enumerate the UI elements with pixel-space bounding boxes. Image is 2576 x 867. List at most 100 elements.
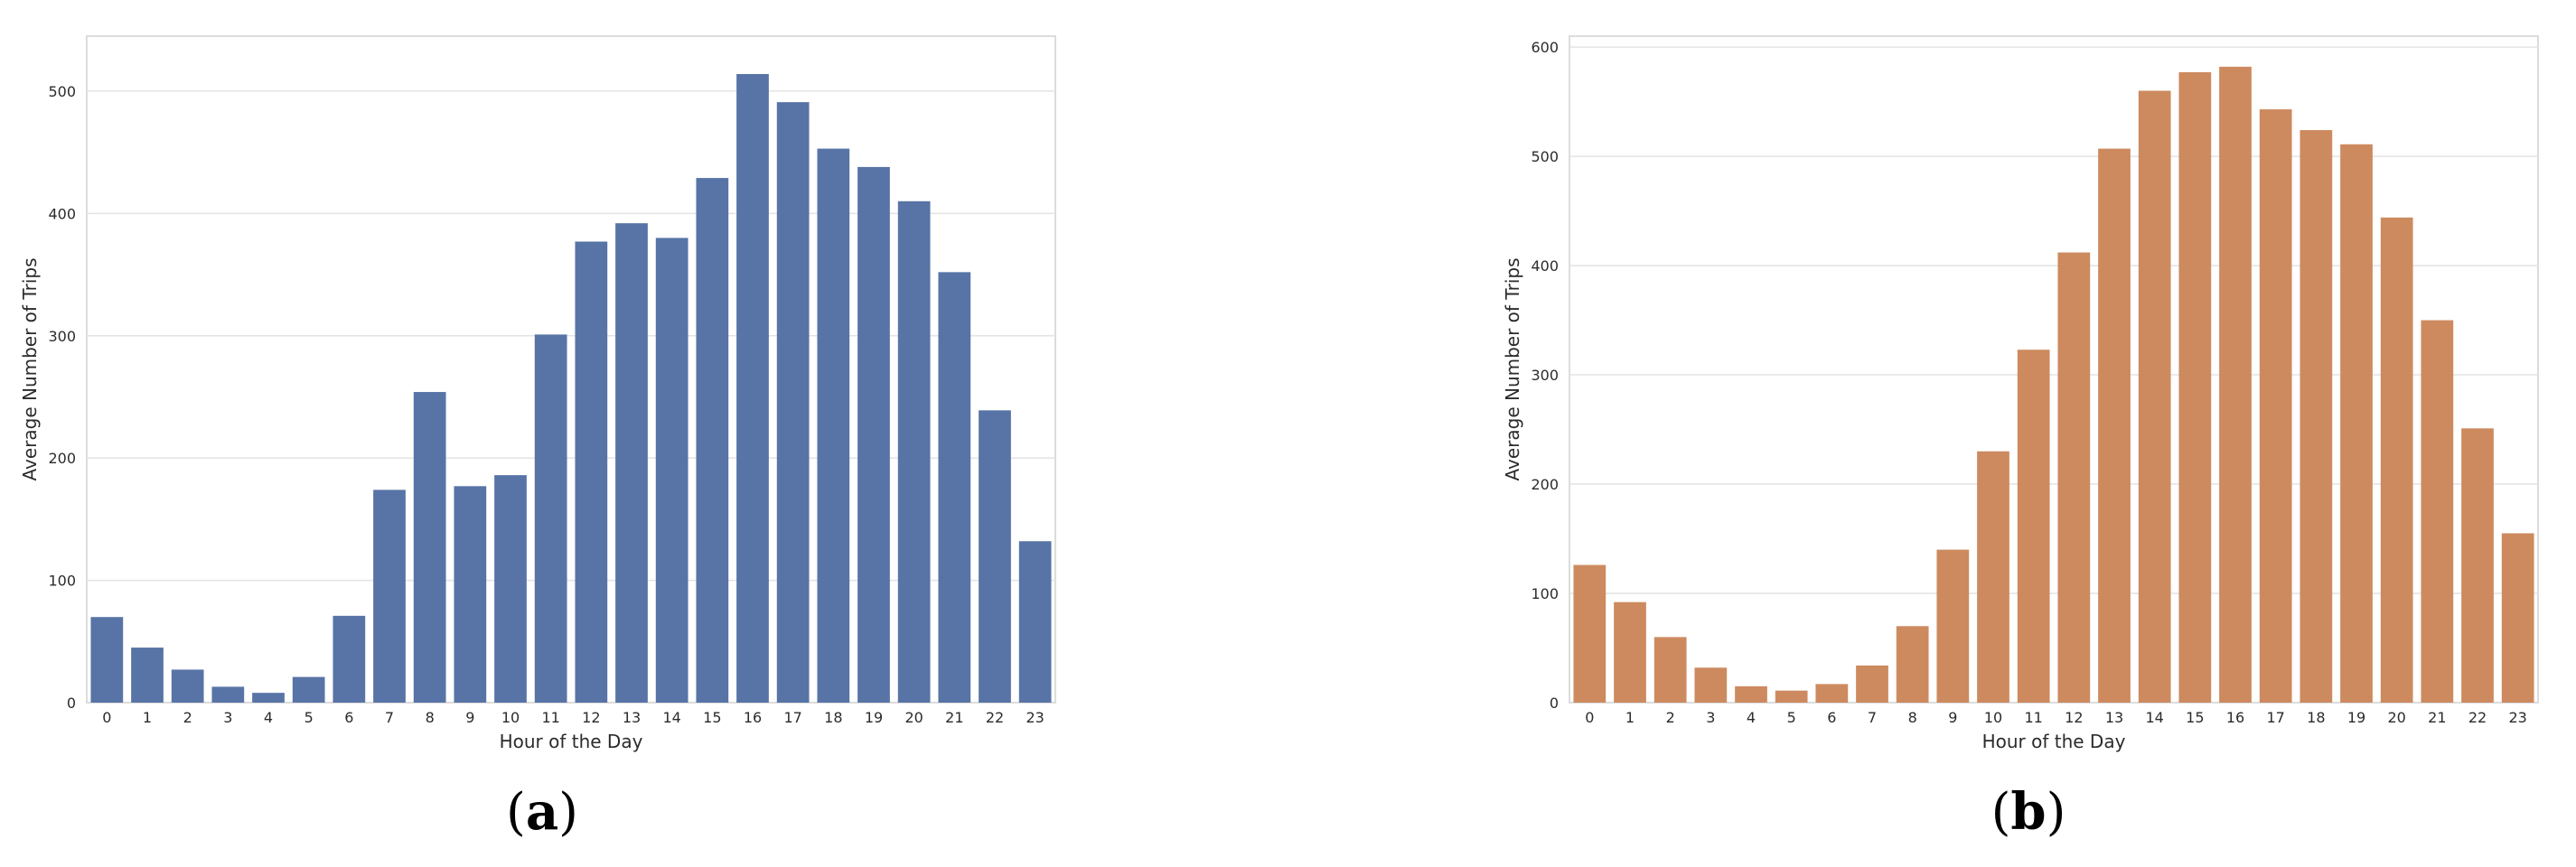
bar-a-6 bbox=[333, 615, 366, 703]
y-axis-label-a: Average Number of Trips bbox=[19, 258, 41, 481]
x-tick-b-12: 12 bbox=[2065, 709, 2083, 726]
y-tick-b-300: 300 bbox=[1531, 367, 1559, 384]
x-tick-b-21: 21 bbox=[2428, 709, 2446, 726]
x-tick-b-23: 23 bbox=[2508, 709, 2526, 726]
x-tick-a-14: 14 bbox=[662, 709, 680, 726]
x-tick-a-22: 22 bbox=[986, 709, 1004, 726]
y-tick-b-600: 600 bbox=[1531, 39, 1559, 56]
bar-a-11 bbox=[534, 334, 567, 703]
bar-b-13 bbox=[2098, 148, 2131, 704]
x-tick-a-15: 15 bbox=[703, 709, 721, 726]
x-tick-a-8: 8 bbox=[426, 709, 435, 726]
x-tick-a-11: 11 bbox=[541, 709, 559, 726]
x-tick-a-18: 18 bbox=[824, 709, 842, 726]
bar-a-8 bbox=[413, 392, 446, 703]
y-ticks-a: 0 100 200 300 400 500 bbox=[48, 83, 76, 712]
bar-a-18 bbox=[817, 148, 850, 703]
bar-a-9 bbox=[454, 486, 487, 703]
x-tick-b-2: 2 bbox=[1666, 709, 1675, 726]
x-tick-a-9: 9 bbox=[465, 709, 474, 726]
bar-a-5 bbox=[292, 676, 325, 703]
panel-caption-a: (a) bbox=[506, 782, 578, 842]
bar-b-10 bbox=[1977, 451, 2009, 703]
bars-a bbox=[90, 73, 1052, 704]
bar-b-22 bbox=[2461, 428, 2494, 703]
bar-b-6 bbox=[1815, 684, 1849, 703]
bar-b-9 bbox=[1936, 549, 1970, 703]
x-tick-b-6: 6 bbox=[1827, 709, 1836, 726]
x-tick-a-17: 17 bbox=[783, 709, 801, 726]
x-tick-b-9: 9 bbox=[1948, 709, 1957, 726]
x-axis-label-b: Hour of the Day bbox=[1982, 731, 2126, 752]
x-tick-b-8: 8 bbox=[1908, 709, 1917, 726]
x-tick-b-7: 7 bbox=[1868, 709, 1877, 726]
bar-b-11 bbox=[2017, 350, 2050, 703]
x-tick-a-13: 13 bbox=[623, 709, 641, 726]
y-axis-label-b: Average Number of Trips bbox=[1502, 258, 1523, 481]
bar-a-2 bbox=[171, 669, 204, 703]
y-tick-a-500: 500 bbox=[48, 83, 76, 100]
bar-a-1 bbox=[131, 648, 164, 703]
x-tick-a-3: 3 bbox=[223, 709, 232, 726]
panel-label-b: b bbox=[2010, 782, 2046, 842]
x-tick-a-0: 0 bbox=[102, 709, 111, 726]
x-tick-b-4: 4 bbox=[1747, 709, 1756, 726]
bar-b-17 bbox=[2259, 109, 2292, 703]
x-tick-a-10: 10 bbox=[501, 709, 520, 726]
x-tick-b-10: 10 bbox=[1984, 709, 2002, 726]
x-tick-a-7: 7 bbox=[385, 709, 394, 726]
x-tick-a-16: 16 bbox=[744, 709, 762, 726]
x-ticks-a: 0 1 2 3 4 5 6 7 8 9 10 11 12 13 14 15 16 17 18 19 20 21 22 23 bbox=[102, 709, 1044, 726]
y-tick-b-200: 200 bbox=[1531, 476, 1559, 493]
bar-b-3 bbox=[1694, 667, 1728, 703]
x-tick-a-12: 12 bbox=[582, 709, 600, 726]
x-tick-a-6: 6 bbox=[344, 709, 353, 726]
bar-b-5 bbox=[1775, 690, 1808, 703]
x-tick-b-19: 19 bbox=[2347, 709, 2365, 726]
bars-b bbox=[1573, 66, 2534, 704]
x-tick-a-4: 4 bbox=[264, 709, 273, 726]
bar-a-15 bbox=[696, 178, 729, 703]
bar-b-1 bbox=[1614, 601, 1646, 703]
x-tick-a-5: 5 bbox=[304, 709, 314, 726]
bar-b-2 bbox=[1653, 637, 1687, 703]
y-tick-b-0: 0 bbox=[1550, 695, 1559, 712]
x-tick-b-0: 0 bbox=[1585, 709, 1594, 726]
bar-a-20 bbox=[897, 200, 931, 703]
bar-b-18 bbox=[2300, 130, 2333, 703]
x-tick-b-18: 18 bbox=[2307, 709, 2325, 726]
x-tick-a-23: 23 bbox=[1026, 709, 1044, 726]
y-tick-b-400: 400 bbox=[1531, 257, 1559, 275]
bar-a-21 bbox=[938, 272, 971, 703]
x-tick-b-13: 13 bbox=[2105, 709, 2123, 726]
plot-area-a bbox=[86, 35, 1056, 704]
bar-a-14 bbox=[655, 238, 688, 704]
grid-a bbox=[87, 90, 1055, 582]
bar-a-22 bbox=[979, 410, 1011, 703]
y-tick-a-100: 100 bbox=[48, 573, 76, 590]
x-tick-b-15: 15 bbox=[2186, 709, 2204, 726]
panel-label-a: a bbox=[526, 782, 558, 842]
bar-b-20 bbox=[2380, 217, 2413, 704]
bar-a-3 bbox=[211, 686, 245, 703]
x-tick-b-20: 20 bbox=[2387, 709, 2405, 726]
bar-b-7 bbox=[1856, 665, 1888, 703]
grid-b bbox=[1569, 46, 2538, 594]
bar-a-16 bbox=[736, 73, 769, 704]
x-tick-b-1: 1 bbox=[1625, 709, 1635, 726]
y-tick-a-0: 0 bbox=[67, 695, 76, 712]
bar-a-13 bbox=[615, 223, 648, 704]
bar-a-4 bbox=[252, 693, 285, 703]
bar-a-12 bbox=[575, 241, 608, 703]
plot-area-b bbox=[1569, 35, 2539, 704]
y-tick-a-400: 400 bbox=[48, 205, 76, 222]
bar-a-10 bbox=[494, 475, 527, 703]
x-tick-b-16: 16 bbox=[2226, 709, 2244, 726]
bar-b-23 bbox=[2501, 533, 2534, 703]
x-tick-b-22: 22 bbox=[2468, 709, 2487, 726]
x-tick-a-19: 19 bbox=[865, 709, 883, 726]
x-tick-a-21: 21 bbox=[945, 709, 963, 726]
